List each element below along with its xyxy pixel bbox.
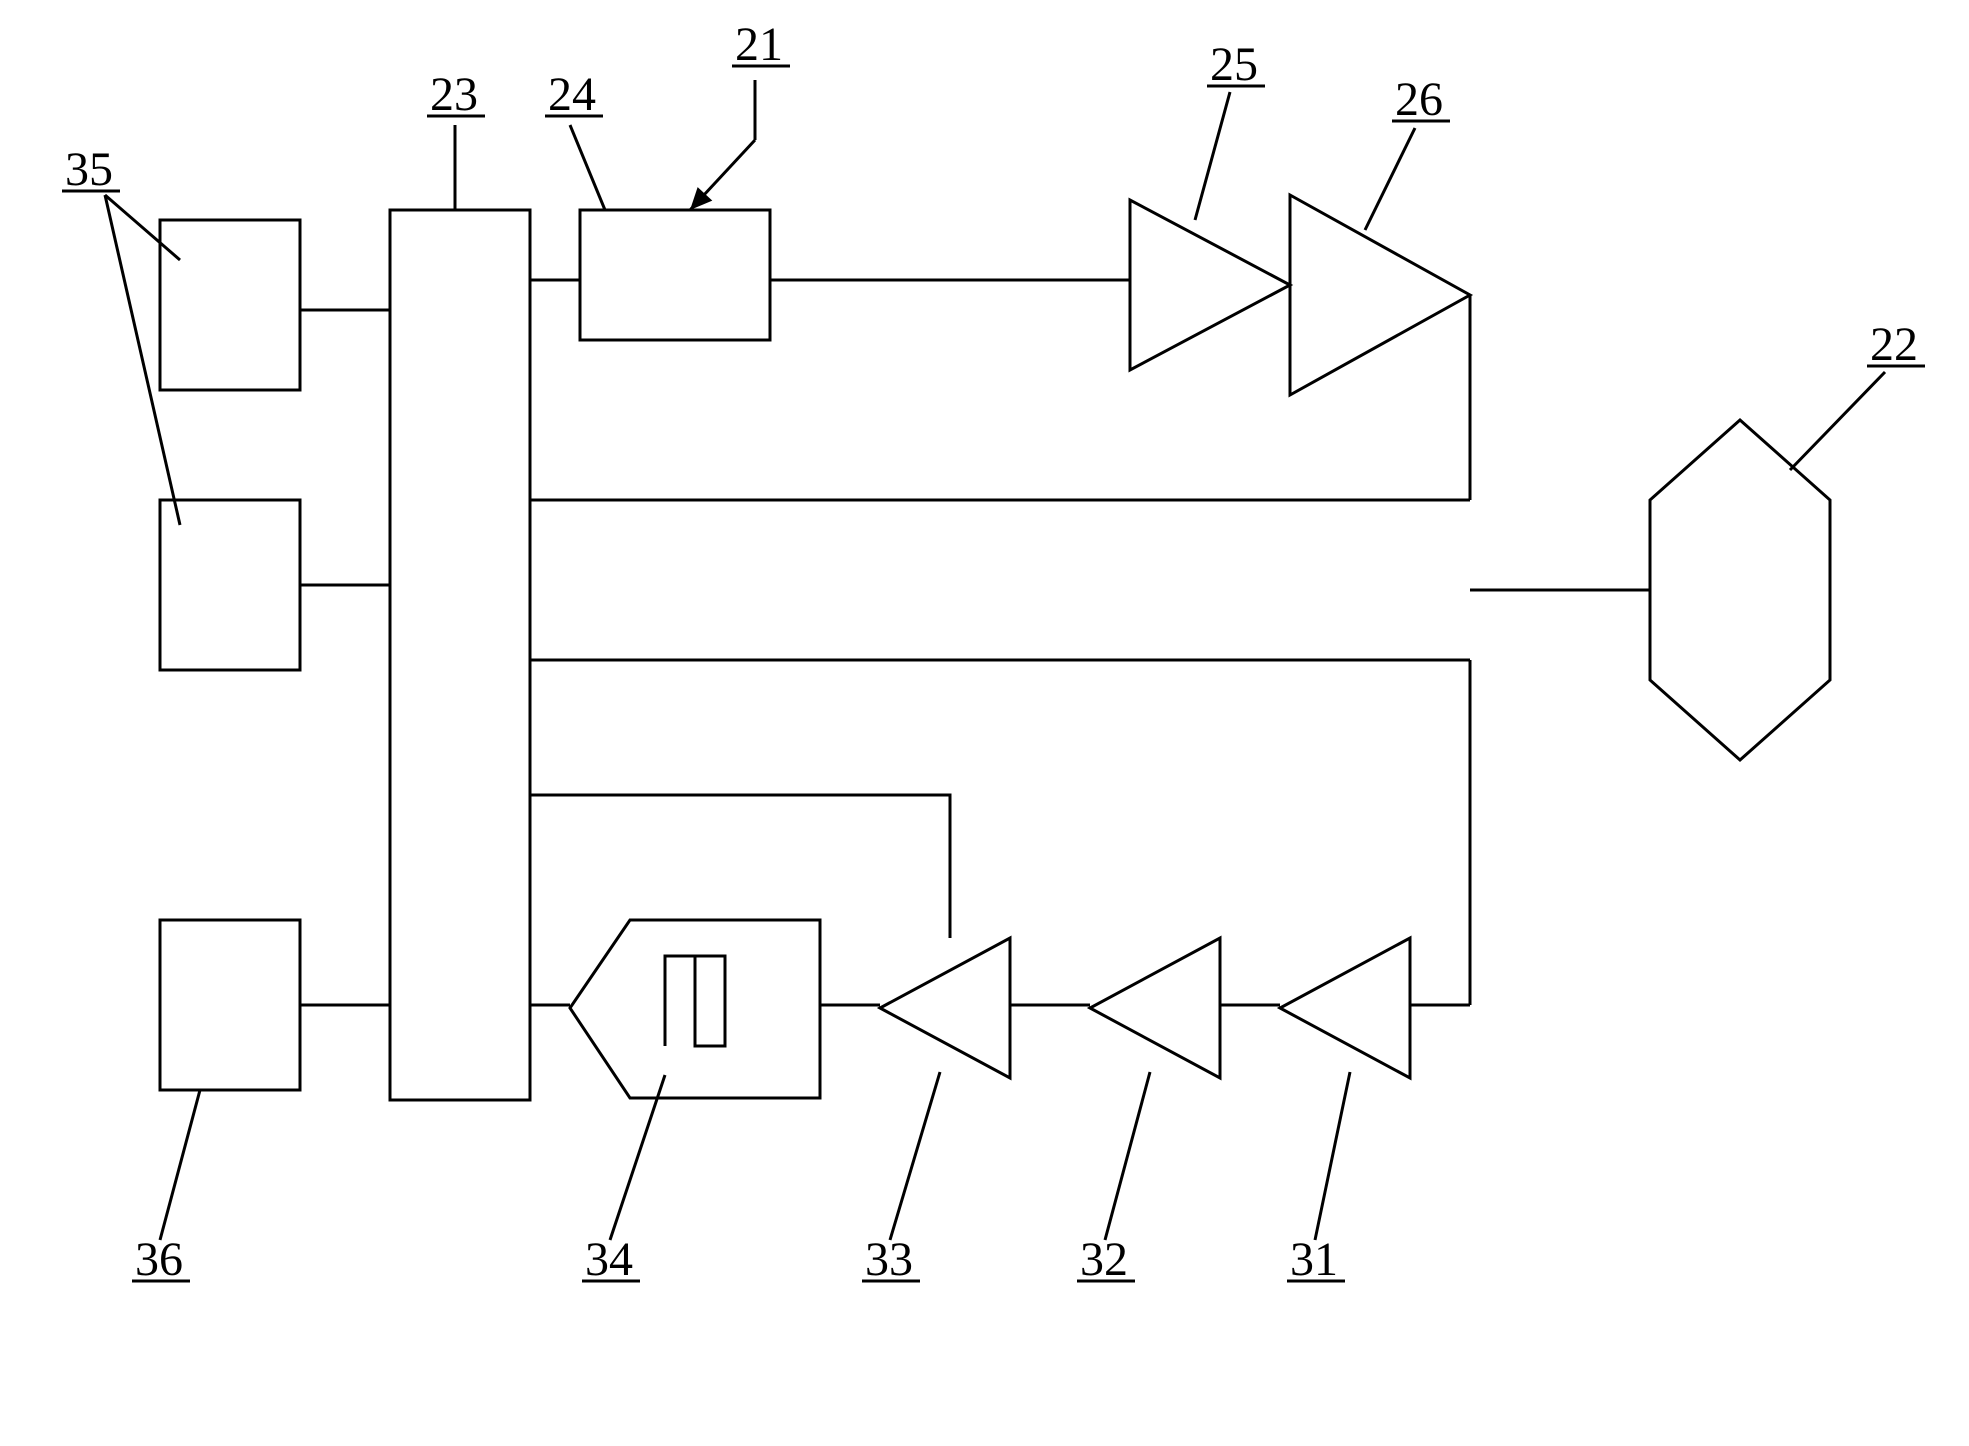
label-c35: 35 bbox=[65, 143, 113, 196]
label-c32: 32 bbox=[1080, 1233, 1128, 1286]
label-c34: 34 bbox=[585, 1233, 633, 1286]
label-c21: 21 bbox=[735, 18, 783, 71]
label-c26: 26 bbox=[1395, 73, 1443, 126]
label-c33: 33 bbox=[865, 1233, 913, 1286]
label-c23: 23 bbox=[430, 68, 478, 121]
label-c25: 25 bbox=[1210, 38, 1258, 91]
label-c22: 22 bbox=[1870, 318, 1918, 371]
label-c36: 36 bbox=[135, 1233, 183, 1286]
label-c24: 24 bbox=[548, 68, 596, 121]
label-c31: 31 bbox=[1290, 1233, 1338, 1286]
